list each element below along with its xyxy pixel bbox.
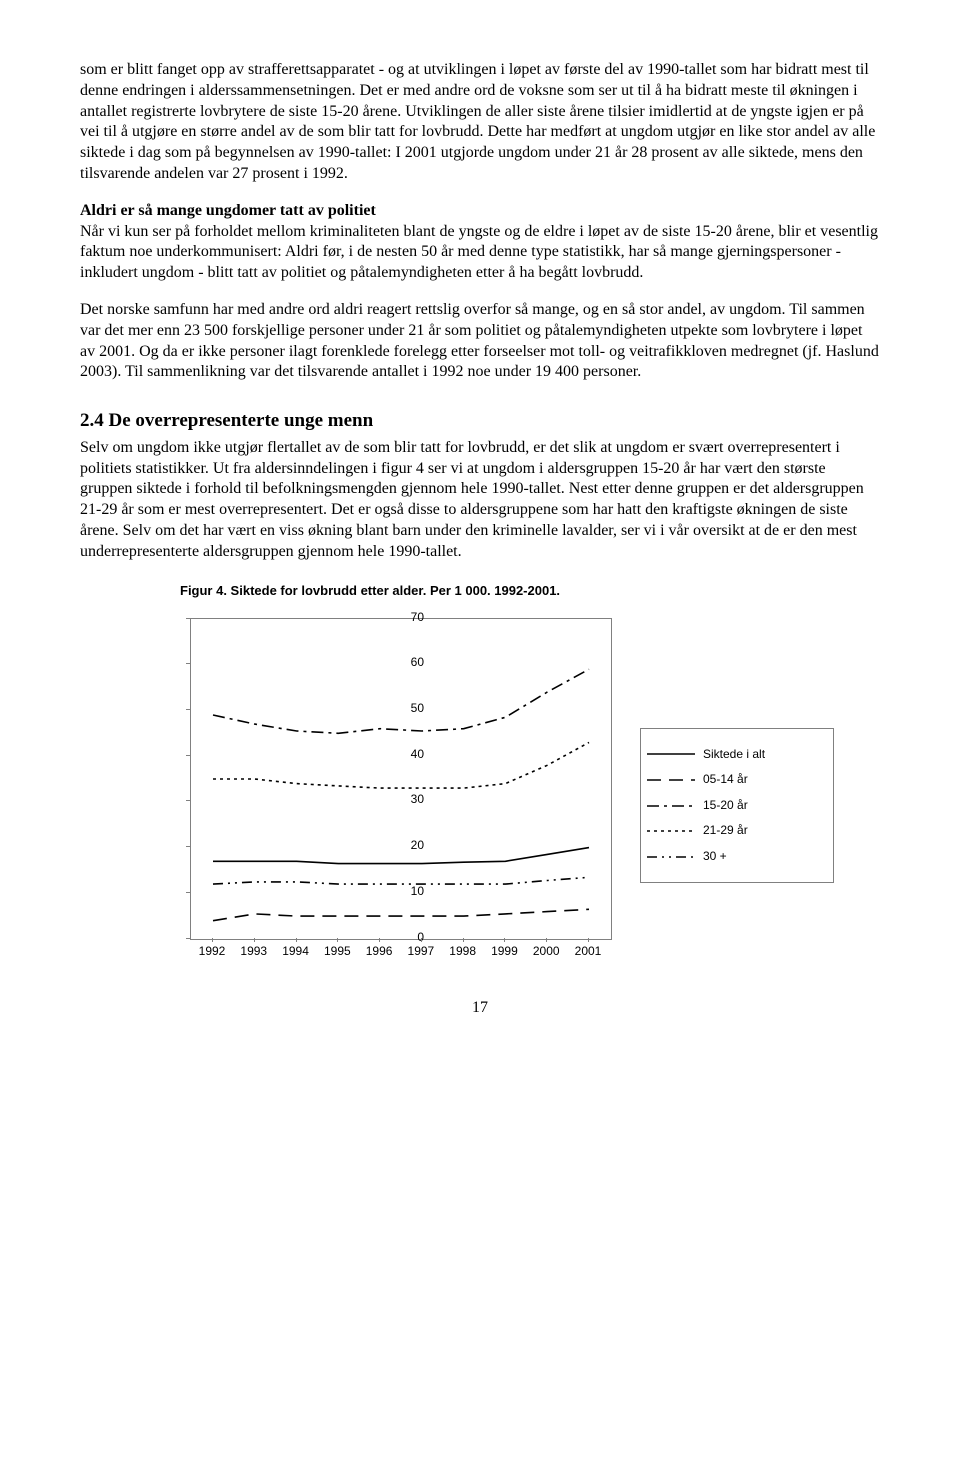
x-tick-mark [546,938,547,942]
x-tick-mark [504,938,505,942]
paragraph-2: Aldri er så mange ungdomer tatt av polit… [80,201,880,284]
series-siktede-i-alt [213,847,589,863]
legend-swatch [647,748,695,760]
x-tick-label: 2001 [575,944,602,960]
page-number: 17 [80,998,880,1019]
x-tick-mark [296,938,297,942]
x-tick-mark [212,938,213,942]
series-30-+ [213,877,589,884]
legend-swatch [647,774,695,786]
y-tick-mark [186,892,190,893]
series-21-29-år [213,742,589,788]
y-tick-mark [186,846,190,847]
legend-item: 30 + [647,849,827,865]
y-tick-label: 20 [411,838,424,854]
x-tick-label: 1998 [449,944,476,960]
x-tick-mark [337,938,338,942]
x-tick-mark [379,938,380,942]
paragraph-3: Det norske samfunn har med andre ord ald… [80,300,880,383]
y-tick-label: 40 [411,747,424,763]
x-tick-label: 1992 [199,944,226,960]
para2-body: Når vi kun ser på forholdet mellom krimi… [80,223,878,282]
y-tick-mark [186,800,190,801]
legend-label: 05-14 år [703,772,748,788]
chart-svg [191,619,611,939]
y-tick-label: 10 [411,884,424,900]
chart-legend: Siktede i alt 05-14 år 15-20 år 21-29 år 30 … [640,728,834,884]
line-chart: 010203040506070 199219931994199519961997… [150,608,850,968]
legend-label: 15-20 år [703,798,748,814]
legend-label: 30 + [703,849,727,865]
section-heading: 2.4 De overrepresenterte unge menn [80,409,880,434]
x-tick-label: 1999 [491,944,518,960]
x-tick-mark [463,938,464,942]
paragraph-1: som er blitt fanget opp av strafferettsa… [80,60,880,185]
legend-swatch [647,825,695,837]
series-15-20-år [213,669,589,733]
x-tick-mark [421,938,422,942]
y-tick-label: 60 [411,655,424,671]
y-tick-mark [186,755,190,756]
legend-item: 15-20 år [647,798,827,814]
y-tick-mark [186,709,190,710]
y-tick-mark [186,938,190,939]
para2-heading: Aldri er så mange ungdomer tatt av polit… [80,202,376,219]
plot-area [190,618,612,940]
legend-item: 05-14 år [647,772,827,788]
x-tick-mark [588,938,589,942]
y-tick-label: 70 [411,610,424,626]
legend-item: 21-29 år [647,823,827,839]
chart-title: Figur 4. Siktede for lovbrudd etter alde… [180,583,880,600]
y-tick-mark [186,663,190,664]
x-tick-mark [254,938,255,942]
legend-label: Siktede i alt [703,747,765,763]
y-tick-label: 50 [411,701,424,717]
legend-item: Siktede i alt [647,747,827,763]
x-tick-label: 2000 [533,944,560,960]
legend-swatch [647,851,695,863]
x-tick-label: 1995 [324,944,351,960]
x-tick-label: 1997 [408,944,435,960]
y-tick-label: 30 [411,793,424,809]
x-tick-label: 1993 [240,944,267,960]
x-tick-label: 1996 [366,944,393,960]
y-tick-mark [186,618,190,619]
legend-swatch [647,800,695,812]
x-tick-label: 1994 [282,944,309,960]
paragraph-4: Selv om ungdom ikke utgjør flertallet av… [80,438,880,563]
series-05-14-år [213,909,589,920]
legend-label: 21-29 år [703,823,748,839]
